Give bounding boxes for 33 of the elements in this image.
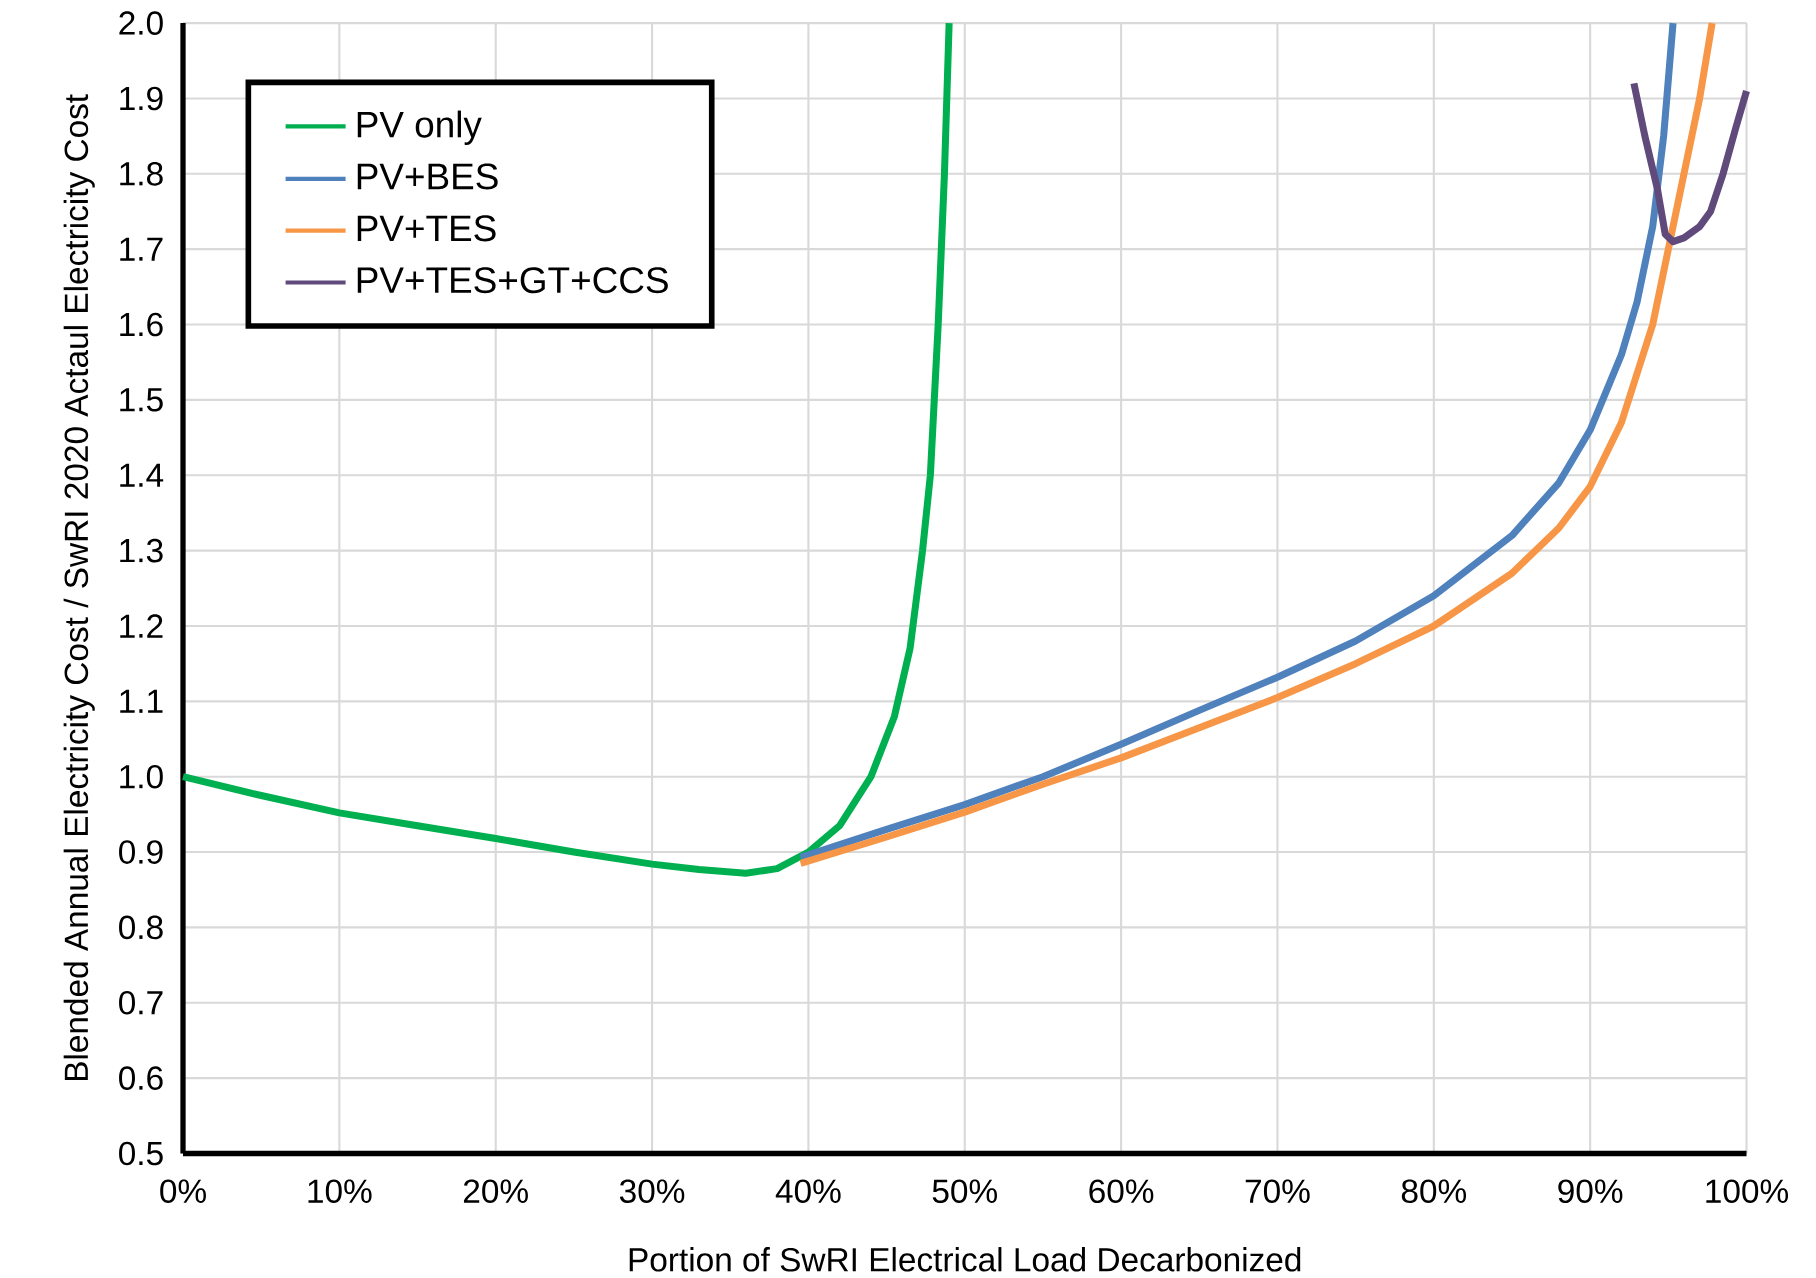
y-tick-label: 2.0 — [119, 11, 163, 35]
x-tick-label: 80% — [1401, 1179, 1467, 1204]
y-tick-label: 1.7 — [120, 237, 163, 261]
y-tick-label: 1.5 — [120, 388, 163, 412]
x-tick-label: 70% — [1245, 1179, 1310, 1204]
y-tick-label: 0.7 — [119, 990, 163, 1015]
legend-label: PV+TES+GT+CCS — [357, 267, 668, 294]
y-tick-label: 1.4 — [120, 463, 164, 487]
y-tick-label: 0.8 — [119, 915, 163, 940]
x-tick-label: 20% — [463, 1179, 528, 1204]
y-tick-label: 1.6 — [120, 312, 163, 337]
x-tick-label: 40% — [775, 1179, 841, 1204]
x-tick-label: 0% — [160, 1179, 206, 1204]
x-tick-label: 30% — [619, 1179, 685, 1204]
x-tick-label: 10% — [308, 1179, 372, 1204]
x-axis-title: Portion of SwRI Electrical Load Decarbonized — [629, 1247, 1301, 1272]
y-tick-label: 1.0 — [120, 764, 163, 789]
y-tick-label: 1.9 — [120, 86, 163, 111]
y-tick-label: 1.8 — [120, 161, 163, 186]
x-tick-label: 100% — [1706, 1179, 1789, 1204]
legend-label: PV only — [357, 110, 482, 145]
y-axis-title: Blended Annual Electricity Cost / SwRI 2020 Actaul Electricity Cost — [63, 94, 95, 1081]
y-tick-label: 1.3 — [120, 538, 163, 563]
y-tick-label: 0.9 — [119, 840, 163, 864]
y-tick-label: 0.5 — [119, 1141, 163, 1166]
y-tick-label: 1.2 — [120, 614, 163, 638]
legend-label: PV+TES — [357, 215, 496, 242]
x-tick-label: 90% — [1558, 1179, 1623, 1204]
x-tick-label: 50% — [932, 1179, 997, 1204]
legend-label: PV+BES — [357, 163, 498, 190]
x-tick-label: 60% — [1089, 1179, 1154, 1204]
y-tick-label: 1.1 — [120, 689, 163, 713]
y-tick-label: 0.6 — [119, 1066, 163, 1090]
